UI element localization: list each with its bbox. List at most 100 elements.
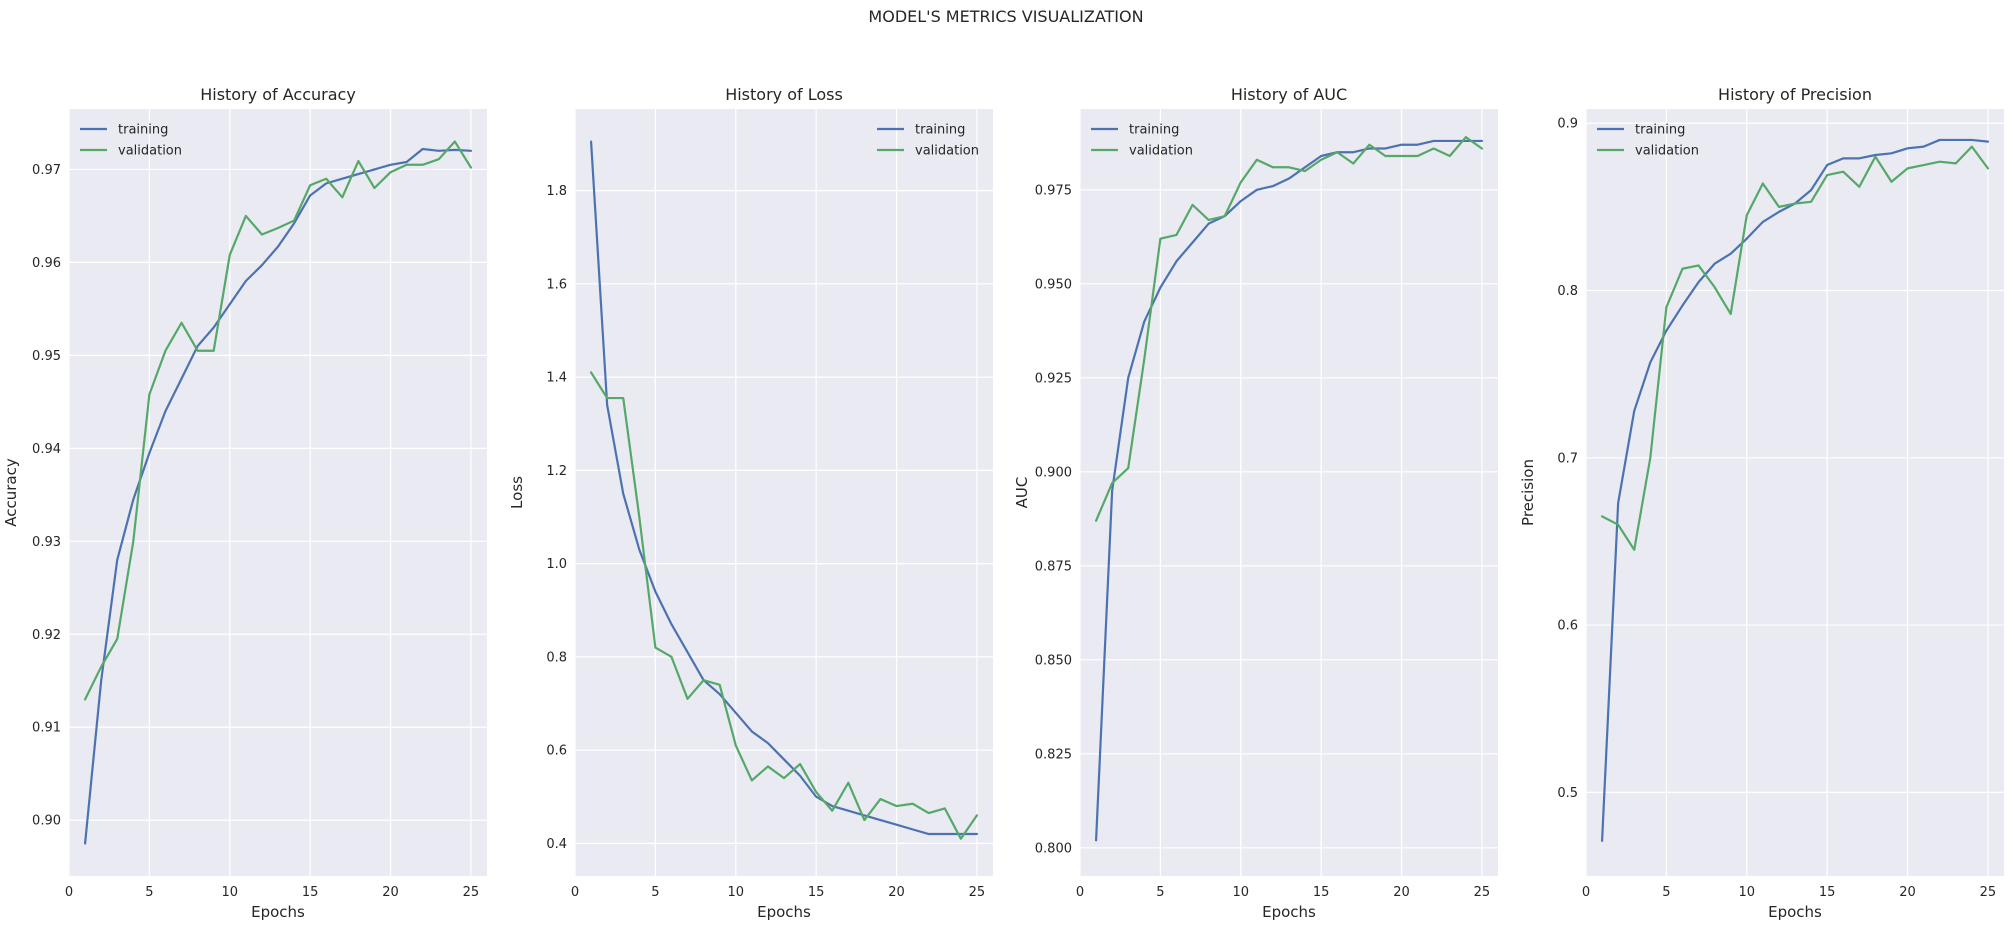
precision-training-point: [1889, 151, 1893, 155]
accuracy-training-point: [260, 263, 264, 267]
precision-y-tick-label: 0.8: [1557, 284, 1578, 299]
precision-training-point: [1761, 220, 1765, 224]
accuracy-validation-point: [180, 321, 184, 325]
legend-training-label: training: [1635, 123, 1685, 138]
accuracy-y-tick-label: 0.94: [32, 442, 61, 457]
loss-validation-point: [589, 370, 593, 374]
accuracy-validation-point: [244, 214, 248, 218]
accuracy-validation-point: [196, 349, 200, 353]
precision-training-point: [1680, 304, 1684, 308]
loss-validation-line: [589, 371, 979, 840]
subplots: 0 5 10 15 20 250.900.910.920.930.940.950.960.…: [2, 85, 2004, 921]
auc-training-point: [1191, 240, 1195, 244]
auc-validation-point: [1126, 466, 1130, 470]
accuracy-y-tick-label: 0.96: [32, 256, 61, 271]
loss-validation-point: [653, 646, 657, 650]
precision-training-point: [1841, 156, 1845, 160]
auc-training-line: [1094, 139, 1484, 842]
accuracy-subplot: 0 5 10 15 20 25 0.90 0.91 0.92 0.93 0.94 0.95 0.96 0.…: [2, 85, 487, 921]
loss-x-tick-label: 20: [888, 885, 905, 900]
accuracy-training-point: [421, 147, 425, 151]
accuracy-y-tick-label: 0.90: [32, 814, 61, 829]
legend-validation-label: validation: [1129, 144, 1193, 159]
accuracy-training-point: [356, 172, 360, 176]
precision-validation-point: [1809, 200, 1813, 204]
accuracy-validation-point: [324, 177, 328, 181]
loss-validation-point: [814, 790, 818, 794]
auc-validation-point: [1383, 154, 1387, 158]
auc-validation-point: [1110, 481, 1114, 485]
loss-validation-point: [927, 811, 931, 815]
auc-validation-point: [1416, 154, 1420, 158]
auc-chart-title: History of AUC: [1231, 85, 1347, 104]
precision-y-tick-label: 0.5: [1557, 786, 1578, 801]
loss-y-tick-label: 0.4: [546, 837, 567, 852]
accuracy-chart-title: History of Accuracy: [200, 85, 356, 104]
auc-training-point: [1416, 143, 1420, 147]
precision-training-point: [1809, 188, 1813, 192]
auc-training-point: [1174, 259, 1178, 263]
legend-validation-label: validation: [118, 144, 182, 159]
accuracy-training-point: [244, 279, 248, 283]
loss-training-point: [605, 403, 609, 407]
loss-training-point: [734, 711, 738, 715]
loss-training-point: [798, 774, 802, 778]
auc-training-point: [1432, 139, 1436, 143]
loss-subplot: 0 5 10 15 20 25 0.4 0.6 0.8 1.0 1.2 1.4 1.6 1.8 Histor…: [508, 85, 993, 921]
precision-training-point: [1648, 360, 1652, 364]
auc-training-point: [1448, 139, 1452, 143]
loss-validation-point: [878, 797, 882, 801]
loss-validation-point: [669, 655, 673, 659]
precision-chart-title: History of Precision: [1718, 85, 1872, 104]
precision-validation-point: [1777, 205, 1781, 209]
accuracy-validation-point: [99, 665, 103, 669]
loss-validation-point: [830, 809, 834, 813]
accuracy-training-point: [437, 149, 441, 153]
auc-validation-point: [1287, 165, 1291, 169]
precision-validation-point: [1729, 312, 1733, 316]
accuracy-validation-point: [421, 163, 425, 167]
accuracy-validation-point: [83, 697, 87, 701]
accuracy-validation-point: [453, 140, 457, 144]
auc-x-tick-label: 25: [1474, 885, 1491, 900]
auc-training-point: [1271, 184, 1275, 188]
accuracy-validation-point: [147, 392, 151, 396]
precision-validation-point: [1841, 170, 1845, 174]
auc-validation-point: [1158, 237, 1162, 241]
loss-validation-point: [605, 396, 609, 400]
accuracy-y-tick-label: 0.95: [32, 349, 61, 364]
accuracy-validation-point: [260, 233, 264, 237]
precision-validation-point: [1970, 145, 1974, 149]
auc-validation-point: [1432, 146, 1436, 150]
auc-validation-point: [1400, 154, 1404, 158]
precision-x-tick-label: 10: [1738, 885, 1755, 900]
auc-training-point: [1351, 150, 1355, 154]
accuracy-validation-point: [372, 186, 376, 190]
loss-training-point: [589, 140, 593, 144]
precision-training-point: [1906, 146, 1910, 150]
precision-validation-point: [1713, 285, 1717, 289]
accuracy-training-point: [99, 679, 103, 683]
auc-validation-point: [1351, 162, 1355, 166]
accuracy-x-tick-label: 15: [302, 885, 319, 900]
loss-plot-area: [575, 109, 993, 876]
loss-x-tick-label: 25: [969, 885, 986, 900]
loss-training-point: [637, 548, 641, 552]
loss-validation-point: [766, 764, 770, 768]
loss-training-line: [589, 140, 979, 836]
auc-x-tick-label: 10: [1232, 885, 1249, 900]
loss-training-point: [621, 492, 625, 496]
loss-training-point: [750, 729, 754, 733]
auc-y-tick-label: 0.925: [1035, 371, 1072, 386]
loss-validation-point: [975, 813, 979, 817]
loss-validation-point: [846, 781, 850, 785]
auc-y-tick-label: 0.800: [1035, 841, 1072, 856]
accuracy-validation-point: [276, 226, 280, 230]
precision-training-point: [1697, 280, 1701, 284]
accuracy-validation-point: [405, 163, 409, 167]
loss-validation-point: [895, 804, 899, 808]
precision-validation-line: [1600, 145, 1990, 551]
accuracy-training-point: [131, 497, 135, 501]
accuracy-validation-point: [228, 253, 232, 257]
accuracy-training-point: [115, 558, 119, 562]
